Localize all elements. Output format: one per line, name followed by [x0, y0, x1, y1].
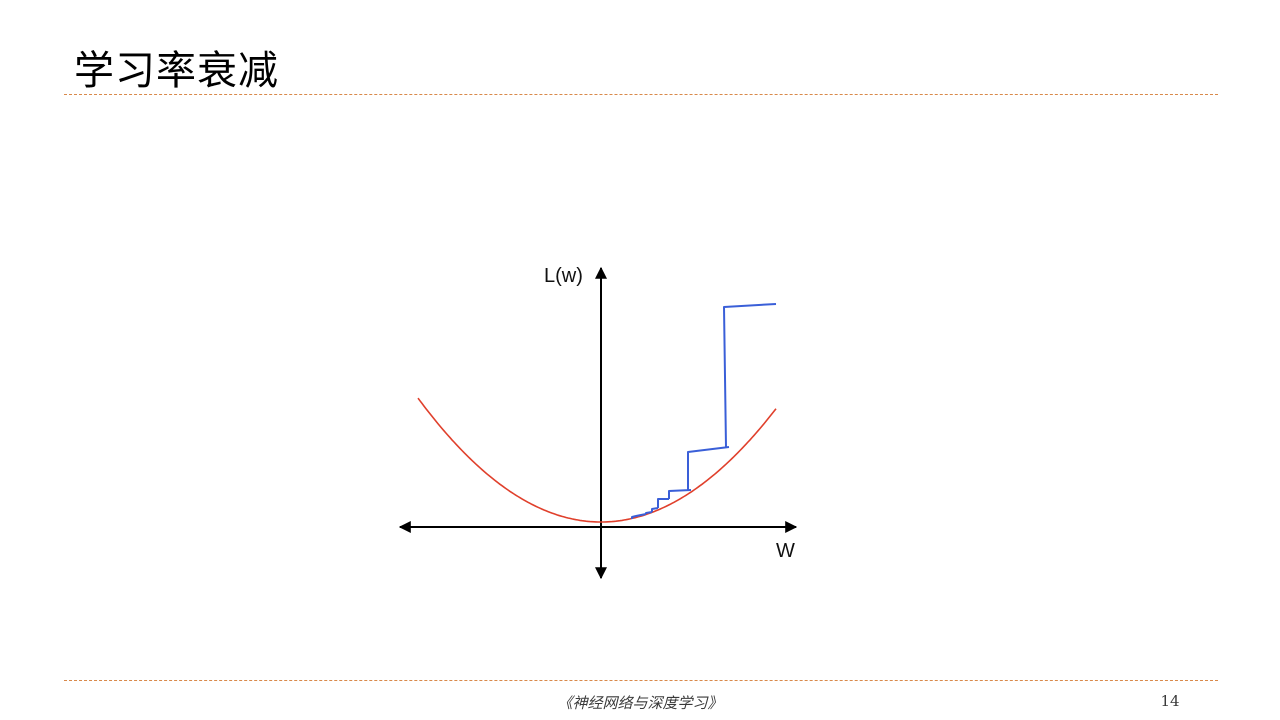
x-axis-label: W — [776, 540, 795, 562]
title-divider — [64, 94, 1218, 95]
footer-book-title: 《神经网络与深度学习》 — [557, 694, 723, 712]
loss-curve — [417, 397, 777, 523]
page-number: 14 — [1160, 692, 1180, 710]
footer-divider — [64, 680, 1218, 681]
y-axis-label: L(w) — [544, 265, 583, 287]
descent-path — [631, 303, 777, 519]
slide-title: 学习率衰减 — [74, 48, 279, 94]
